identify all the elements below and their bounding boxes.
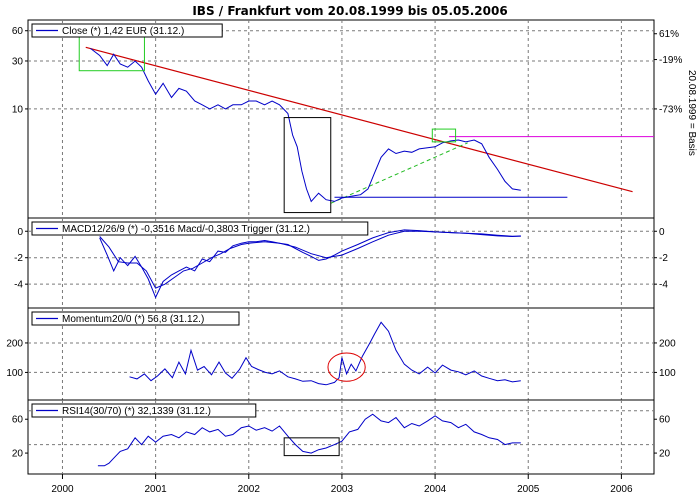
left-tick-label: 200: [6, 338, 23, 349]
legend-label: Momentum20/0 (*) 56,8 (31.12.): [62, 314, 204, 325]
x-tick-label: 2003: [331, 484, 354, 495]
chart-title: IBS / Frankfurt vom 20.08.1999 bis 05.05…: [192, 4, 507, 18]
panel-macd: 0 -2 -4 0 -2 -4 MACD12/26/9 (*) -0,3516 Macd/-…: [14, 217, 668, 309]
left-tick-label: -4: [14, 280, 23, 291]
red-highlight-circle: [327, 352, 366, 382]
legend-box: [31, 403, 257, 418]
right-tick-label: 60: [659, 415, 671, 426]
right-tick-label: 0: [659, 227, 665, 238]
legend-box: [31, 23, 223, 38]
left-tick-label: 30: [12, 56, 24, 67]
rsi-series: [97, 413, 521, 467]
panel-rsi: 60 20 60 20 RSI14(30/70) (*) 32,1339 (31.12.…: [12, 399, 671, 475]
left-tick-label: 20: [12, 449, 24, 460]
left-tick-label: -2: [14, 253, 23, 264]
right-tick-label: 61%: [659, 29, 679, 40]
black-highlight-box: [283, 437, 340, 457]
x-tick-label: 2000: [51, 484, 74, 495]
momentum-series: [129, 321, 521, 386]
legend-box: [31, 221, 369, 236]
legend-label: MACD12/26/9 (*) -0,3516 Macd/-0,3803 Tri…: [62, 224, 310, 235]
right-tick-label: 100: [659, 368, 676, 379]
left-tick-label: 60: [12, 415, 24, 426]
right-tick-label: 200: [659, 338, 676, 349]
legend-box: [31, 311, 240, 326]
right-tick-label: -73%: [659, 104, 682, 115]
legend-label: Close (*) 1,42 EUR (31.12.): [62, 26, 184, 37]
right-tick-label: -19%: [659, 55, 682, 66]
x-axis: 2000 2001 2002 2003 2004 2005 2006: [51, 474, 633, 495]
right-tick-label: -4: [659, 280, 668, 291]
legend-label: RSI14(30/70) (*) 32,1339 (31.12.): [62, 406, 211, 417]
panel-close: 60 30 10 61% -19% -73% Close (*) 1,42 EUR (31.…: [12, 19, 682, 219]
left-tick-label: 100: [6, 368, 23, 379]
right-tick-label: -2: [659, 253, 668, 264]
resistance-line: [85, 46, 633, 193]
x-tick-label: 2001: [144, 484, 167, 495]
x-tick-label: 2004: [424, 484, 447, 495]
panel-frame: [27, 399, 655, 475]
left-tick-label: 0: [17, 227, 23, 238]
left-tick-label: 60: [12, 26, 24, 37]
dashed-trend-line: [330, 142, 468, 204]
macd-series: [99, 229, 521, 299]
right-axis-label: 20.08.1999 = Basis: [686, 70, 697, 156]
x-tick-label: 2005: [517, 484, 540, 495]
x-tick-label: 2002: [238, 484, 261, 495]
black-highlight-box: [283, 117, 332, 214]
right-tick-label: 20: [659, 449, 671, 460]
x-tick-label: 2006: [610, 484, 633, 495]
left-tick-label: 10: [12, 104, 24, 115]
green-highlight-box: [431, 128, 457, 143]
